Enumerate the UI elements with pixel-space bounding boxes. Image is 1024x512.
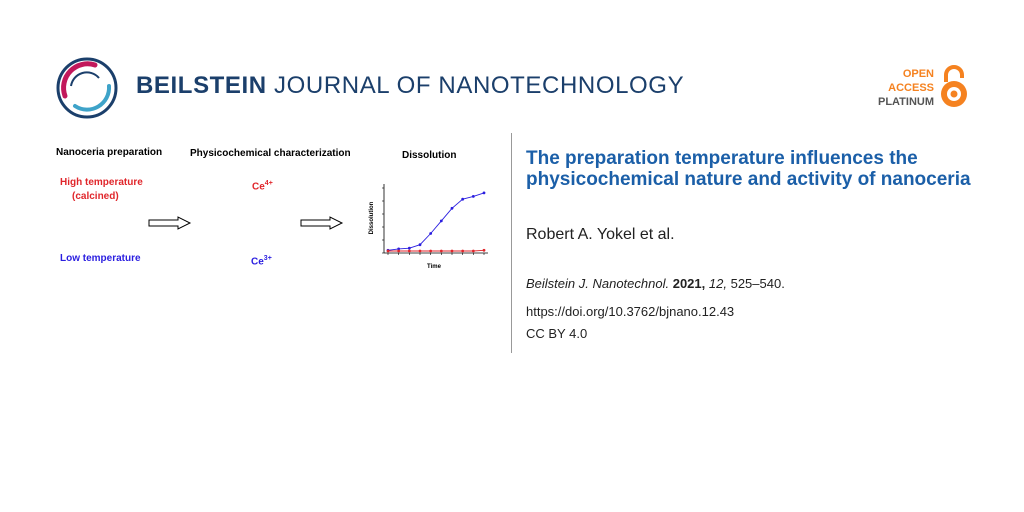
ce3-label: Ce3+ (251, 255, 272, 267)
chart-point (450, 206, 454, 210)
calcined-label: (calcined) (72, 191, 119, 202)
citation-journal: Beilstein J. Nanotechnol. (526, 276, 670, 291)
doi-link[interactable]: https://doi.org/10.3762/bjnano.12.43 (526, 304, 735, 319)
journal-name-rest: JOURNAL OF NANOTECHNOLOGY (274, 72, 685, 99)
oa-line-open: OPEN (902, 68, 934, 80)
license-label: CC BY 4.0 (526, 326, 588, 341)
chart-x-label: Time (427, 264, 442, 270)
ce4-charge: 4+ (264, 180, 273, 187)
oa-line-access: ACCESS (888, 82, 934, 94)
ce3-symbol: Ce (251, 256, 264, 268)
chart-y-label: Dissolution (369, 201, 375, 234)
citation-year: 2021, (672, 276, 706, 291)
chart-point (429, 249, 433, 253)
chart-point (418, 243, 422, 247)
chart-point (482, 248, 486, 252)
chart-point (397, 247, 401, 251)
chart-point (439, 219, 443, 223)
chart-point (397, 249, 401, 253)
chart-point (471, 195, 475, 198)
oa-line-platinum: PLATINUM (877, 96, 934, 108)
article-authors: Robert A. Yokel et al. (526, 226, 675, 243)
chart-point (450, 249, 454, 253)
open-access-badge: OPEN ACCESS PLATINUM (862, 64, 972, 112)
open-lock-icon (941, 65, 967, 107)
low-temperature-label: Low temperature (60, 253, 141, 264)
graphical-abstract: Nanoceria preparation Physicochemical ch… (40, 140, 500, 280)
article-title[interactable]: The preparation temperature influences t… (526, 148, 971, 190)
high-temperature-label: High temperature (60, 177, 143, 188)
chart-point (386, 249, 390, 253)
ga-heading-characterization: Physicochemical characterization (190, 148, 351, 159)
beilstein-ring-icon (56, 57, 118, 119)
dissolution-chart: Dissolution Time (369, 184, 488, 270)
journal-name-bold: BEILSTEIN (136, 72, 267, 99)
chart-point (407, 249, 411, 253)
chart-point (418, 249, 422, 253)
chart-series-line-0 (387, 192, 485, 251)
chart-point (461, 249, 465, 253)
ce3-charge: 3+ (263, 255, 272, 262)
ga-heading-dissolution: Dissolution (402, 150, 457, 161)
vertical-divider (511, 133, 512, 353)
ce4-label: Ce4+ (252, 180, 273, 192)
citation-volume: 12, (708, 276, 727, 291)
chart-series-line-1 (388, 249, 485, 252)
chart-point (471, 249, 475, 253)
chart-point (429, 232, 433, 235)
ce4-symbol: Ce (252, 181, 265, 193)
arrow-right-icon (300, 216, 344, 230)
chart-point (461, 197, 465, 201)
chart-point (407, 246, 411, 250)
journal-name: BEILSTEIN JOURNAL OF NANOTECHNOLOGY (136, 72, 684, 100)
ga-heading-preparation: Nanoceria preparation (56, 147, 163, 158)
chart-point (439, 249, 443, 253)
chart-point (482, 191, 486, 195)
citation: Beilstein J. Nanotechnol. 2021, 12, 525–… (526, 276, 785, 291)
arrow-right-icon (148, 216, 192, 230)
citation-pages: 525–540. (730, 276, 785, 291)
